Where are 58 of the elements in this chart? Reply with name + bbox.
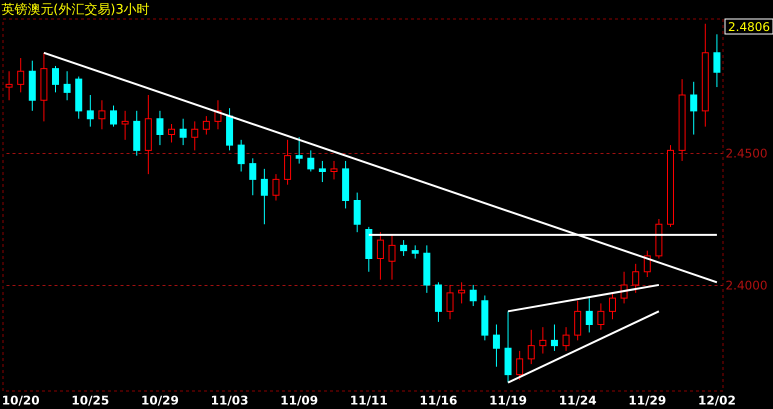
candlestick	[52, 65, 60, 93]
candlestick	[597, 302, 604, 330]
candlestick	[17, 58, 24, 93]
x-tick-label: 10/20	[2, 394, 40, 408]
candlestick	[458, 282, 466, 304]
x-tick-label: 11/29	[628, 394, 666, 408]
candlestick	[528, 329, 535, 365]
candlestick	[574, 300, 582, 341]
candlestick	[168, 124, 176, 143]
candlestick	[202, 116, 210, 136]
candlestick	[284, 139, 292, 186]
candlestick	[446, 284, 454, 320]
candlestick	[307, 150, 314, 172]
candlestick	[376, 232, 384, 280]
x-tick-label: 11/16	[420, 394, 458, 408]
candlestick	[296, 136, 303, 164]
candlestick	[550, 324, 558, 352]
x-tick-label: 10/29	[141, 394, 179, 408]
candlestick	[586, 298, 593, 333]
candlestick	[122, 110, 129, 140]
x-tick-label: 12/02	[698, 394, 736, 408]
x-tick-label: 11/09	[280, 394, 318, 408]
candlestick	[400, 240, 408, 256]
candlestick	[608, 292, 616, 320]
x-tick-label: 11/03	[210, 394, 248, 408]
candlestick	[86, 94, 94, 128]
candlestick	[539, 326, 546, 354]
candlestick	[98, 100, 106, 130]
candlestick	[330, 160, 338, 180]
text: 2.4806	[728, 20, 770, 34]
x-tick-label: 10/25	[71, 394, 110, 408]
x-tick-label: 11/24	[558, 394, 597, 408]
candlestick	[272, 174, 280, 202]
candlestick	[492, 324, 500, 368]
candlestick	[318, 160, 326, 183]
chart-title: 英镑澳元(外汇交易)3小时	[1, 2, 150, 18]
x-tick-label: 11/11	[350, 394, 388, 408]
candlestick	[470, 284, 477, 307]
candlestick	[110, 105, 118, 128]
candlestick	[690, 81, 698, 136]
candlestick	[354, 192, 361, 233]
candlestick	[562, 326, 570, 352]
candlestick	[191, 120, 198, 151]
y-tick-label: 2.4000	[726, 278, 768, 292]
x-tick-label: 11/19	[489, 394, 527, 408]
candlestick	[412, 244, 419, 260]
candlestick	[632, 263, 640, 294]
y-tick-label: 2.4500	[726, 146, 768, 161]
candlestick	[156, 110, 164, 146]
candlestick	[6, 70, 13, 101]
candlestick	[713, 34, 720, 88]
candlestick	[516, 350, 524, 380]
candlestick	[180, 118, 187, 146]
candlestick	[260, 168, 268, 225]
candlestick	[64, 70, 71, 101]
candlestick	[388, 234, 396, 280]
candlestick	[238, 139, 245, 172]
candlestick	[249, 158, 256, 196]
